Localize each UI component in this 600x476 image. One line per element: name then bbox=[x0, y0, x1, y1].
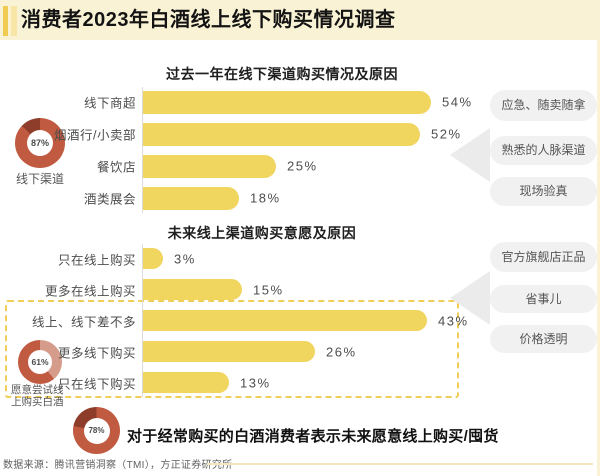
chart1-axis-line bbox=[142, 87, 143, 213]
chart2-title: 未来线上渠道购买意愿及原因 bbox=[167, 225, 357, 241]
chart1-reason-pills: 应急、随卖随拿 熟悉的人脉渠道 现场验真 bbox=[490, 0, 600, 476]
category-label: 更多在线上购买 bbox=[44, 284, 136, 298]
bottom-note: 对于经常购买的白酒消费者表示未来愿意线上购买/囤货 bbox=[127, 428, 499, 445]
donut-value: 61% bbox=[31, 357, 49, 367]
value-bar bbox=[143, 310, 427, 331]
category-label: 只在线下购买 bbox=[57, 377, 136, 391]
header-accent-bar-light bbox=[11, 6, 17, 36]
right-edge-strip bbox=[597, 0, 600, 476]
reason-pill: 熟悉的人脉渠道 bbox=[490, 136, 597, 165]
chart-row: 更多线下购买 26% bbox=[0, 336, 600, 367]
value-label: 54% bbox=[442, 94, 473, 110]
footer-divider bbox=[207, 463, 593, 465]
header-accent-bar-dark bbox=[3, 6, 8, 36]
value-bar bbox=[143, 154, 276, 178]
value-label: 13% bbox=[240, 375, 271, 390]
value-label: 18% bbox=[250, 190, 281, 206]
value-bar bbox=[143, 279, 242, 300]
value-label: 15% bbox=[253, 282, 284, 297]
reason-pill: 省事儿 bbox=[490, 285, 597, 313]
chart2-axis-line bbox=[142, 244, 143, 397]
donut-value: 78% bbox=[88, 426, 105, 435]
chart1-title: 过去一年在线下渠道购买情况及原因 bbox=[166, 66, 398, 82]
value-bar bbox=[143, 90, 431, 114]
value-bar bbox=[143, 122, 420, 146]
frequent-buyer-donut: 78% bbox=[73, 407, 120, 454]
data-source: 数据来源：腾讯营销洞察（TMI），方正证券研究所 bbox=[3, 460, 233, 471]
chart-row: 只在线下购买 13% bbox=[0, 367, 600, 398]
value-bar bbox=[143, 372, 229, 393]
reason-pill: 价格透明 bbox=[490, 325, 597, 353]
try-online-donut: 61% bbox=[18, 340, 62, 384]
category-label: 线下商超 bbox=[83, 96, 136, 111]
category-label: 线上、线下差不多 bbox=[31, 315, 136, 329]
chart-row: 只在线上购买 3% bbox=[0, 243, 600, 274]
chart2-reason-pills: 官方旗舰店正品 省事儿价格透明 bbox=[490, 0, 600, 476]
value-label: 25% bbox=[287, 158, 318, 174]
left-arrow-icon bbox=[450, 271, 490, 325]
category-label: 酒类展会 bbox=[83, 192, 136, 207]
value-label: 3% bbox=[174, 251, 196, 266]
offline-preference-highlight-box bbox=[5, 300, 459, 398]
value-bar bbox=[143, 248, 163, 269]
left-arrow-icon bbox=[450, 128, 490, 182]
value-bar bbox=[143, 341, 315, 362]
chart-row: 线下商超 54% bbox=[0, 86, 600, 118]
page-title: 消费者2023年白酒线上线下购买情况调查 bbox=[21, 9, 396, 31]
chart-row: 酒类展会 18% bbox=[0, 182, 600, 214]
chart2-bars: 只在线上购买 3% 更多在线上购买 15% 线上、线下差不多 43% 更多线下购买 26% 只在… bbox=[0, 243, 600, 398]
chart-row: 更多在线上购买 15% bbox=[0, 274, 600, 305]
category-label: 烟酒行/小卖部 bbox=[54, 128, 136, 143]
reason-pill: 现场验真 bbox=[490, 177, 597, 206]
category-label: 餐饮店 bbox=[96, 160, 136, 175]
chart-row: 餐饮店 25% bbox=[0, 150, 600, 182]
value-label: 26% bbox=[326, 344, 357, 359]
header-band: 消费者2023年白酒线上线下购买情况调查 bbox=[0, 0, 600, 40]
value-bar bbox=[143, 186, 239, 210]
donut-label: 愿意尝试线上购买白酒 bbox=[11, 384, 64, 408]
category-label: 更多线下购买 bbox=[57, 346, 136, 360]
offline-channel-donut: 87% bbox=[15, 118, 65, 168]
donut-label: 线下渠道 bbox=[15, 172, 64, 186]
donut-value: 87% bbox=[30, 138, 49, 148]
reason-pill: 应急、随卖随拿 bbox=[490, 90, 597, 121]
reason-pill: 官方旗舰店正品 bbox=[490, 242, 597, 272]
category-label: 只在线上购买 bbox=[57, 253, 136, 267]
